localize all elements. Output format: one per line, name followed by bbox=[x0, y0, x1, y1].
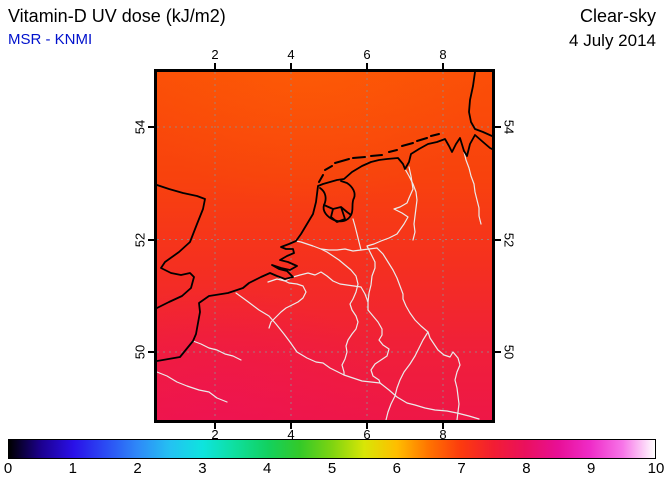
coastline-ijsselmeer bbox=[319, 180, 356, 223]
date-label: 4 July 2014 bbox=[569, 31, 656, 50]
colorbar-tick-label: 0 bbox=[3, 460, 13, 477]
scenario-label: Clear-sky bbox=[579, 6, 656, 26]
axis-tick bbox=[148, 351, 154, 353]
colorbar-tick-label: 10 bbox=[647, 460, 665, 477]
axis-tick bbox=[148, 238, 154, 241]
axis-tick bbox=[214, 423, 216, 429]
axis-tick bbox=[495, 238, 501, 241]
river-rhine-netherlands bbox=[295, 240, 378, 252]
coastline-england bbox=[157, 184, 206, 309]
source-label: MSR - KNMI bbox=[8, 31, 93, 48]
axis-tick bbox=[366, 63, 368, 69]
lon-tick-label: 2 bbox=[211, 427, 219, 442]
river-ems bbox=[404, 168, 418, 241]
axis-tick bbox=[148, 126, 154, 128]
river-moselle bbox=[385, 331, 429, 420]
colorbar-tick-label: 7 bbox=[457, 460, 466, 477]
coastline-wadden-islands bbox=[318, 133, 440, 183]
lat-tick-label: 54 bbox=[132, 119, 148, 135]
lat-tick-label: 52 bbox=[132, 232, 148, 247]
coastline-continent bbox=[157, 134, 492, 362]
river-weser bbox=[463, 151, 482, 225]
coastline-schleswig bbox=[468, 72, 492, 137]
axis-tick bbox=[290, 63, 292, 69]
lon-tick-label: 6 bbox=[363, 427, 371, 442]
axis-tick bbox=[442, 63, 444, 69]
lon-tick-label: 4 bbox=[287, 47, 295, 62]
axis-tick bbox=[290, 423, 292, 429]
axis-tick bbox=[442, 423, 444, 429]
border-belgium-germany-luxembourg bbox=[367, 309, 390, 384]
lat-tick-label: 54 bbox=[501, 119, 517, 135]
borders-and-rivers bbox=[157, 151, 482, 420]
river-meuse bbox=[320, 248, 359, 376]
colorbar-tick-label: 3 bbox=[198, 460, 207, 477]
colorbar-tick-label: 5 bbox=[327, 460, 337, 477]
header-left: Vitamin-D UV dose (kJ/m2) MSR - KNMI bbox=[8, 5, 226, 50]
axis-tick bbox=[495, 351, 501, 353]
river-scheldt bbox=[268, 275, 307, 329]
axis-tick bbox=[214, 63, 216, 69]
river-somme bbox=[192, 340, 242, 361]
lon-tick-label: 4 bbox=[287, 427, 295, 442]
lon-tick-label: 6 bbox=[363, 47, 371, 62]
map-plot: 2 4 6 8 2 4 6 8 54 52 50 54 52 50 bbox=[133, 48, 517, 441]
colorbar-labels: 0 1 2 3 4 5 6 7 8 9 10 bbox=[4, 460, 665, 477]
colorbar-tick-label: 9 bbox=[587, 460, 596, 477]
coastlines bbox=[157, 72, 492, 362]
border-france-belgium-germany bbox=[235, 292, 480, 420]
lat-tick-label: 52 bbox=[501, 232, 517, 247]
map-canvas bbox=[157, 72, 492, 420]
page-title: Vitamin-D UV dose (kJ/m2) bbox=[8, 6, 226, 26]
lat-tick-label: 50 bbox=[132, 344, 148, 360]
colorbar-gradient bbox=[9, 440, 655, 458]
colorbar-tick-label: 2 bbox=[133, 460, 142, 477]
coastline-flevoland bbox=[323, 204, 352, 223]
lon-tick-label: 8 bbox=[439, 47, 447, 62]
colorbar-tick-label: 1 bbox=[68, 460, 77, 477]
colorbar bbox=[8, 439, 656, 459]
border-netherlands-germany bbox=[366, 166, 414, 303]
river-seine bbox=[157, 371, 228, 403]
colorbar-tick-label: 6 bbox=[392, 460, 401, 477]
colorbar-tick-label: 4 bbox=[263, 460, 272, 477]
lon-tick-label: 2 bbox=[211, 47, 219, 62]
lat-tick-label: 50 bbox=[501, 344, 517, 360]
river-ijssel bbox=[352, 218, 362, 251]
lon-tick-label: 8 bbox=[439, 427, 447, 442]
header-right: Clear-sky 4 July 2014 bbox=[569, 5, 656, 52]
axis-tick bbox=[495, 126, 501, 128]
grid-lines bbox=[157, 72, 492, 420]
axis-tick bbox=[366, 423, 368, 429]
river-rhine-germany bbox=[376, 247, 461, 420]
colorbar-tick-label: 8 bbox=[522, 460, 531, 477]
